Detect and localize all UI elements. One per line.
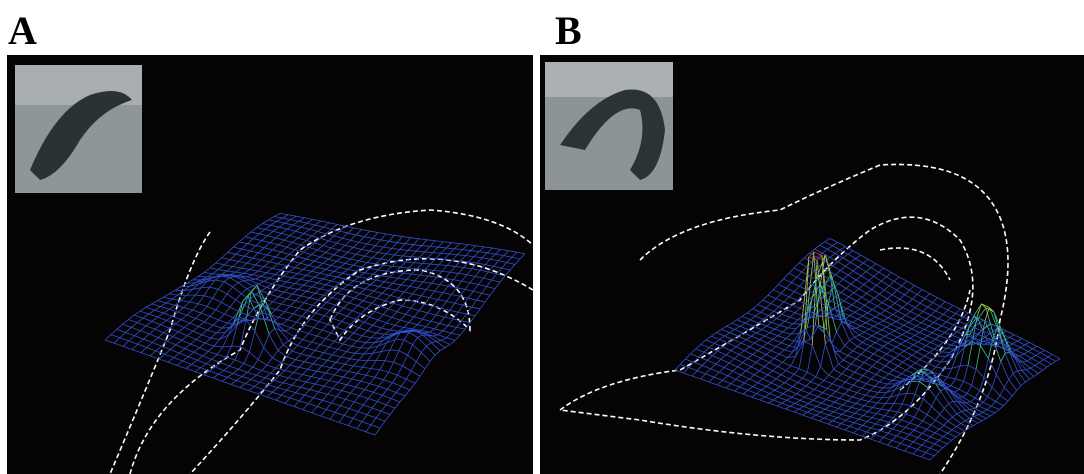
mesh-line xyxy=(942,352,950,353)
panel-label: A xyxy=(8,8,37,53)
mesh-line xyxy=(944,368,952,369)
figure: A B xyxy=(0,0,1084,474)
inset-photo xyxy=(545,62,673,190)
mesh-line xyxy=(1017,370,1021,371)
mesh-line xyxy=(359,360,368,361)
inset-photo xyxy=(15,65,142,193)
panel-label: B xyxy=(555,8,582,53)
mesh-line xyxy=(371,338,380,339)
